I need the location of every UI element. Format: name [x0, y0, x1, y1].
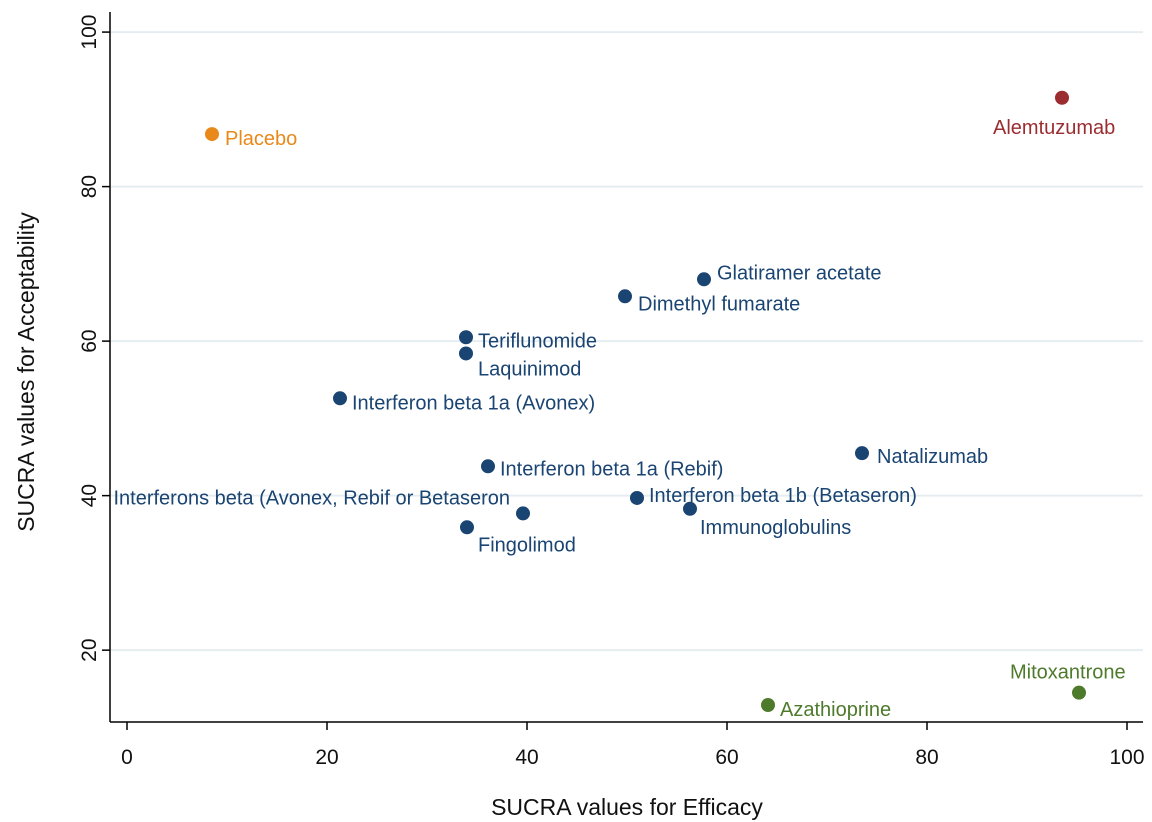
- x-tick-label: 20: [315, 746, 338, 769]
- y-tick-label: 60: [78, 329, 101, 352]
- point: [481, 459, 495, 474]
- point-label: Teriflunomide: [478, 330, 597, 352]
- point: [618, 289, 632, 304]
- point-label: Glatiramer acetate: [717, 262, 882, 284]
- y-tick-label: 20: [78, 638, 101, 661]
- x-tick-label: 80: [915, 746, 938, 769]
- y-tick-label: 100: [78, 15, 101, 50]
- x-tick-label: 40: [515, 746, 538, 769]
- x-axis-title: SUCRA values for Efficacy: [491, 794, 763, 820]
- point: [683, 501, 697, 516]
- point: [459, 346, 473, 361]
- point-label: Alemtuzumab: [993, 117, 1115, 139]
- x-tick-label: 60: [715, 746, 738, 769]
- y-axis-title: SUCRA values for Acceptability: [13, 212, 39, 532]
- point: [516, 506, 530, 521]
- point: [460, 520, 474, 535]
- point: [630, 490, 644, 505]
- point-label: Laquinimod: [478, 358, 581, 380]
- point: [855, 446, 869, 461]
- point: [1072, 685, 1086, 700]
- point-label: Interferon beta 1b (Betaseron): [649, 485, 917, 507]
- x-tick-label: 0: [121, 746, 133, 769]
- point-label: Interferon beta 1a (Rebif): [500, 458, 723, 480]
- x-tick-label: 100: [1109, 746, 1144, 769]
- point-label: Dimethyl fumarate: [638, 293, 800, 315]
- point: [205, 127, 219, 142]
- point-label: Fingolimod: [478, 534, 576, 556]
- point-label: Placebo: [225, 128, 297, 150]
- point-label: Interferons beta (Avonex, Rebif or Betas…: [113, 487, 510, 509]
- point-label: Azathioprine: [780, 699, 891, 721]
- point: [697, 272, 711, 287]
- point: [761, 698, 775, 713]
- point: [1055, 90, 1069, 105]
- point: [459, 330, 473, 345]
- point: [333, 391, 347, 406]
- point-label: Mitoxantrone: [1010, 662, 1126, 684]
- point-label: Interferon beta 1a (Avonex): [352, 392, 595, 414]
- y-tick-label: 40: [78, 484, 101, 507]
- y-tick-label: 80: [78, 175, 101, 198]
- point-label: Natalizumab: [877, 446, 988, 468]
- point-label: Immunoglobulins: [700, 517, 851, 539]
